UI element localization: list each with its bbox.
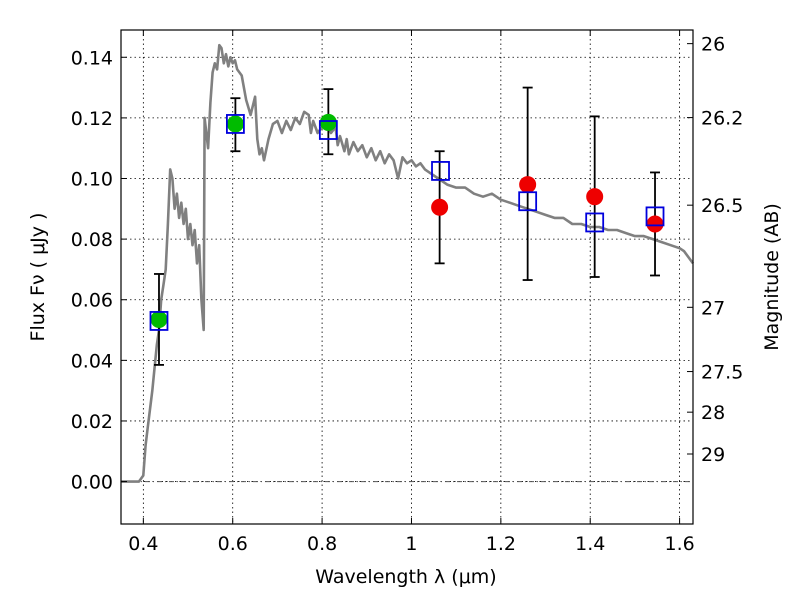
model-point-square (518, 191, 538, 212)
data-point-circle (150, 310, 168, 328)
y-tick-label: 0.06 (71, 290, 113, 312)
magnitude-tick-label: 26.5 (701, 195, 743, 217)
data-point-circle (431, 198, 449, 216)
magnitude-tick-label: 27 (701, 297, 725, 319)
magnitude-tick-label: 26.2 (701, 108, 743, 130)
error-bars (153, 86, 661, 366)
magnitude-axis-ticks: 26 26.2 26.5 27 27.5 28 29 (687, 34, 743, 466)
y-tick-label: 0.12 (71, 108, 113, 130)
data-point-circle (646, 215, 664, 233)
x-tick-label: 1.2 (486, 533, 516, 555)
x-tick-label: 0.4 (128, 533, 158, 555)
x-tick-label: 1.4 (575, 533, 605, 555)
model-spectrum-line (121, 43, 695, 483)
magnitude-tick-label: 26 (701, 34, 725, 56)
plot-border (120, 29, 694, 525)
y-axis-title: Flux Fν ( μJy ) (27, 213, 49, 342)
magnitude-axis-title: Magnitude (AB) (761, 203, 783, 351)
model-spectrum (121, 43, 695, 483)
x-tick-label: 0.8 (307, 533, 337, 555)
x-axis-title: Wavelength λ (μm) (315, 566, 496, 588)
plot-frame (120, 29, 694, 525)
y-tick-label: 0.08 (71, 229, 113, 251)
data-point-circle (586, 188, 604, 206)
y-axis-ticks: 0.00 0.02 0.04 0.06 0.08 0.10 0.12 0.14 (71, 47, 127, 494)
y-tick-label: 0.10 (71, 169, 113, 191)
magnitude-tick-label: 29 (701, 444, 725, 466)
y-tick-label: 0.00 (71, 472, 113, 494)
magnitude-tick-label: 27.5 (701, 362, 743, 384)
x-axis-ticks: 0.4 0.6 0.8 1 1.2 1.4 1.6 (128, 30, 695, 555)
data-point-circle (319, 113, 337, 131)
x-tick-label: 0.6 (218, 533, 248, 555)
model-point-square (318, 120, 338, 140)
grid (121, 30, 693, 524)
y-tick-label: 0.02 (71, 411, 113, 433)
model-point-square (585, 212, 605, 233)
model-point-square (149, 311, 169, 331)
y-tick-label: 0.04 (71, 350, 113, 372)
data-point-circle (519, 176, 537, 194)
data-point-circle (226, 115, 244, 133)
x-tick-label: 1 (405, 533, 417, 555)
x-tick-label: 1.6 (664, 533, 694, 555)
model-point-square (431, 161, 450, 181)
model-point-square (225, 114, 245, 134)
data-points (149, 113, 665, 331)
y-tick-label: 0.14 (71, 47, 113, 69)
magnitude-tick-label: 28 (701, 402, 725, 424)
model-point-square (645, 206, 665, 227)
